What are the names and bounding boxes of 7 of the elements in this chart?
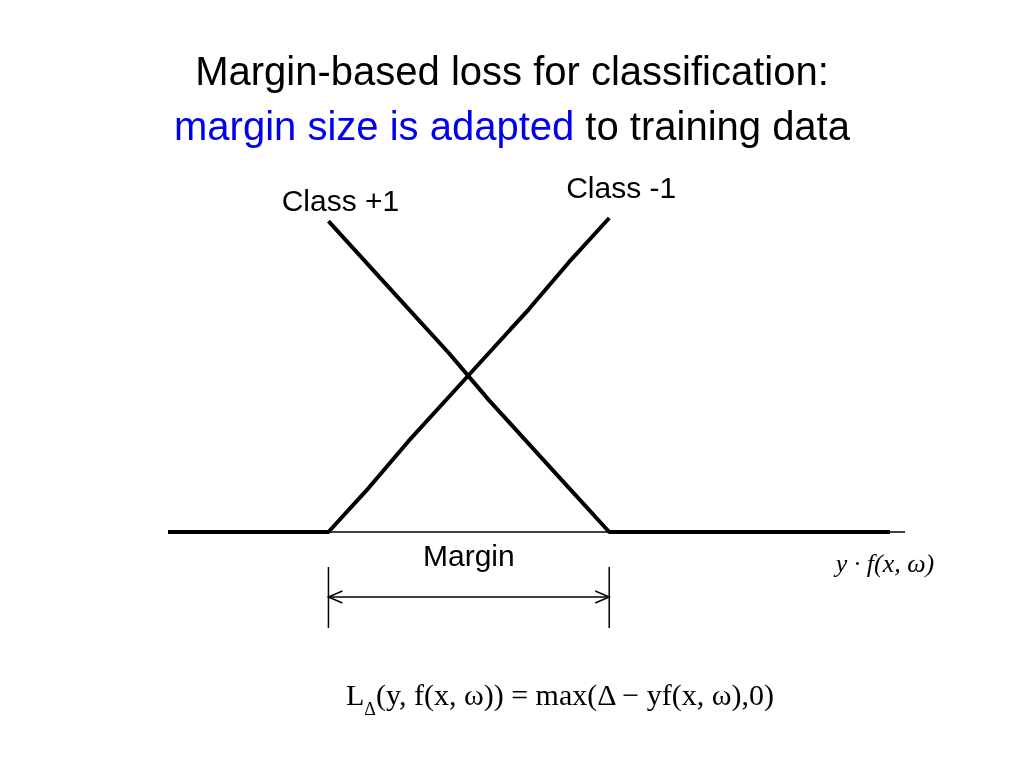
series-label: Class -1	[566, 171, 677, 204]
text: Margin	[422, 539, 515, 572]
series-label: Class +1	[281, 184, 400, 218]
text: L$_{Δ}$(y, f(x, ω)) = max(Δ − yf(x, ω),0)	[346, 678, 774, 719]
chart-subtitle: margin size is adapted to training data	[174, 104, 851, 148]
x-axis-title: y · f(x, ω)	[832, 549, 935, 578]
chart-title: Margin-based loss for classification:	[195, 49, 829, 93]
